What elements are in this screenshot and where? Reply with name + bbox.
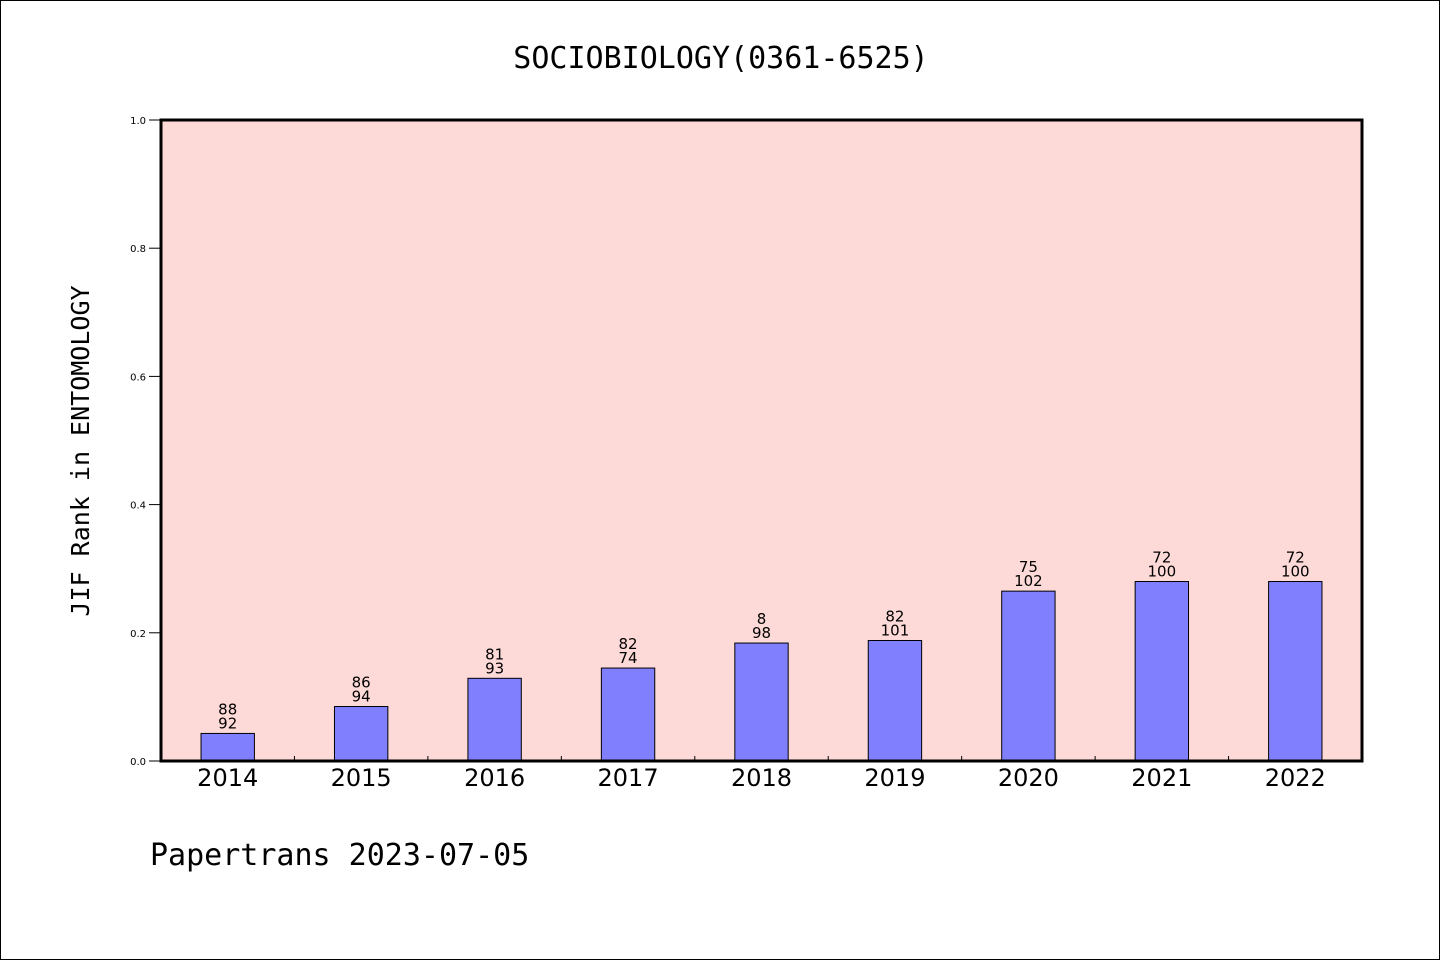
data-label-top-2022: 72 (1286, 549, 1305, 567)
data-label-bottom-2022: 100 (1281, 563, 1310, 581)
data-label-top-2019: 82 (885, 607, 904, 625)
y-tick-label-1.0: 1.0 (130, 116, 146, 127)
data-label-top-2020: 75 (1019, 558, 1038, 576)
y-tick-label-0.6: 0.6 (130, 372, 146, 383)
data-label-top-2015: 86 (352, 674, 371, 692)
y-axis-label: JIF Rank in ENTOMOLOGY (66, 285, 95, 616)
data-label-top-2014: 88 (218, 700, 237, 718)
x-tick-label-2019: 2019 (864, 764, 925, 792)
bar-2019 (867, 639, 923, 762)
data-label-top-2021: 72 (1152, 549, 1171, 567)
data-label-bottom-2016: 93 (485, 659, 504, 677)
x-tick-label-2021: 2021 (1131, 764, 1192, 792)
x-tick-label-2022: 2022 (1265, 764, 1326, 792)
data-label-bottom-2015: 94 (352, 688, 371, 706)
x-tick-label-2020: 2020 (998, 764, 1059, 792)
data-label-top-2018: 8 (757, 610, 767, 628)
x-tick-label-2017: 2017 (598, 764, 659, 792)
x-tick-label-2015: 2015 (331, 764, 392, 792)
x-tick-label-2016: 2016 (464, 764, 525, 792)
bar-2016 (467, 677, 522, 762)
axes-layer: 2014 2015 2016 2017 2018 2019 2020 2021 2022 0.0 0… (130, 116, 1326, 792)
bar-2015 (333, 706, 389, 762)
plot-border (159, 118, 1364, 763)
bar-2017 (600, 667, 656, 762)
data-label-top-2016: 81 (485, 645, 504, 663)
y-tick-label-0.2: 0.2 (130, 629, 146, 640)
data-label-bottom-2020: 102 (1014, 572, 1043, 590)
data-label-top-2017: 82 (619, 635, 638, 653)
data-label-bottom-2021: 100 (1148, 563, 1177, 581)
chart-title: SOCIOBIOLOGY(0361-6525) (513, 41, 928, 76)
footer-text: Papertrans 2023-07-05 (150, 838, 529, 873)
data-label-bottom-2017: 74 (619, 649, 638, 667)
y-tick-label-0.0: 0.0 (130, 757, 146, 768)
data-label-bottom-2019: 101 (881, 621, 910, 639)
y-tick-label-0.4: 0.4 (130, 501, 146, 512)
x-tick-label-2014: 2014 (197, 764, 258, 792)
bar-2014 (200, 732, 255, 762)
bar-2020 (1001, 590, 1056, 762)
bar-2018 (734, 642, 789, 762)
data-label-bottom-2014: 92 (218, 714, 237, 732)
x-tick-label-2018: 2018 (731, 764, 792, 792)
data-label-bottom-2018: 98 (752, 624, 771, 642)
bar-2021 (1134, 581, 1190, 762)
bar-2022 (1268, 581, 1323, 762)
y-tick-label-0.8: 0.8 (130, 244, 146, 255)
